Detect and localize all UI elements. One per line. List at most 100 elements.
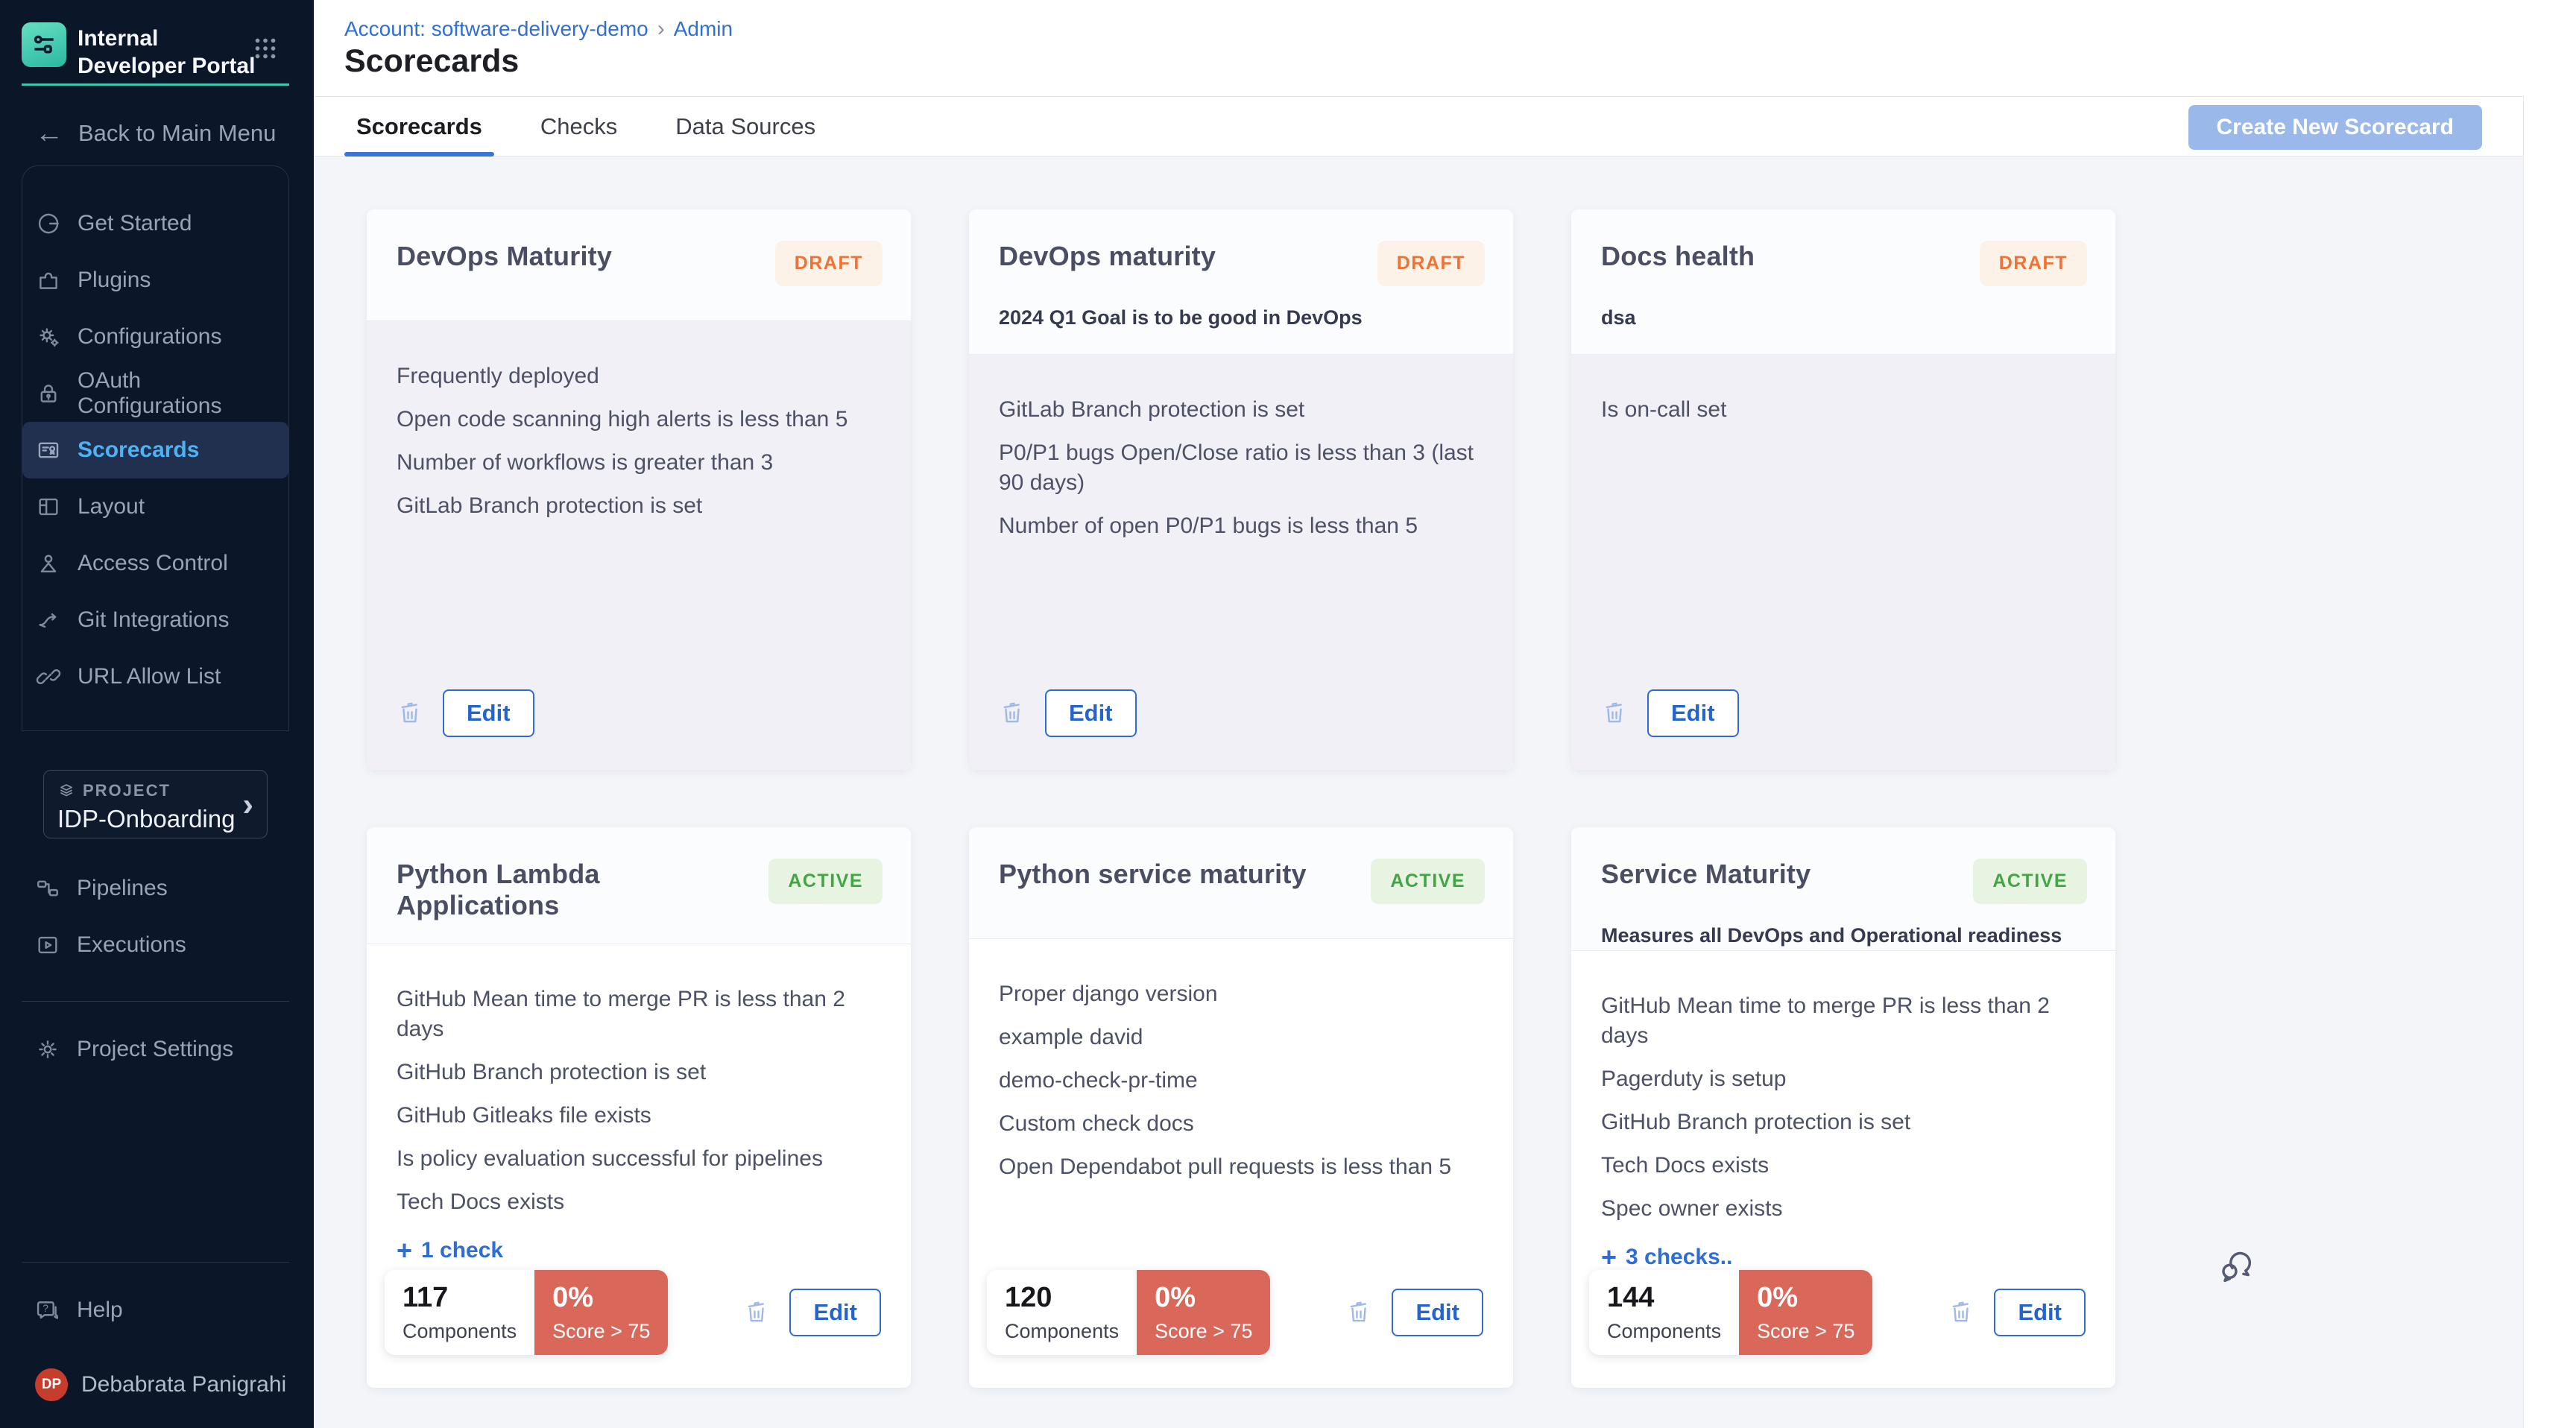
tab-scorecards[interactable]: Scorecards xyxy=(344,97,494,157)
scorecard-card-docs-health: Docs health DRAFT dsa Is on-call set Edi… xyxy=(1571,209,2115,770)
delete-icon[interactable] xyxy=(1948,1298,1974,1327)
components-label: Components xyxy=(1607,1320,1722,1342)
sidebar-item-scorecards[interactable]: Scorecards xyxy=(22,422,288,478)
svg-text:?: ? xyxy=(42,1303,48,1314)
app-grid-icon[interactable] xyxy=(252,35,279,62)
sidebar-divider xyxy=(22,1262,289,1263)
scorecard-card-python-service-maturity: Python service maturity ACTIVE Proper dj… xyxy=(969,827,1513,1388)
sidebar-item-help[interactable]: ? Help xyxy=(22,1282,289,1339)
project-name: IDP-Onboarding xyxy=(57,805,236,833)
more-checks-label: 1 check xyxy=(421,1238,504,1263)
main-area: Account: software-delivery-demo › Admin … xyxy=(314,0,2576,1428)
check-item: GitHub Mean time to merge PR is less tha… xyxy=(1601,993,2050,1048)
scorecard-title: Python Lambda Applications xyxy=(397,859,600,920)
tab-data-sources[interactable]: Data Sources xyxy=(675,113,816,139)
check-item: Tech Docs exists xyxy=(397,1190,565,1214)
breadcrumb: Account: software-delivery-demo › Admin xyxy=(344,16,733,42)
scorecard-card-devops-maturity: DevOps Maturity DRAFT Frequently deploye… xyxy=(367,209,911,770)
delete-icon[interactable] xyxy=(999,698,1026,728)
sidebar-item-configurations[interactable]: Configurations xyxy=(22,309,288,365)
sidebar-item-oauth-configurations[interactable]: OAuth Configurations xyxy=(22,365,288,422)
sidebar-item-layout[interactable]: Layout xyxy=(22,478,288,535)
expand-checks-link[interactable]: + 1 check xyxy=(397,1237,881,1264)
link-icon xyxy=(36,664,61,689)
tab-bar: Scorecards Checks Data Sources Create Ne… xyxy=(314,96,2523,157)
lock-icon xyxy=(36,381,61,406)
score-value: 0% xyxy=(1757,1282,1799,1313)
layers-icon xyxy=(57,782,75,800)
more-checks-label: 3 checks.. xyxy=(1626,1245,1733,1269)
sidebar-divider xyxy=(22,1001,289,1002)
score-badge: 0% Score > 75 xyxy=(534,1270,669,1355)
help-chat-icon: ? xyxy=(35,1298,60,1323)
user-menu[interactable]: DP Debabrata Panigrahi xyxy=(35,1368,286,1401)
scorecard-title: DevOps Maturity xyxy=(397,241,613,271)
sidebar-item-executions[interactable]: Executions xyxy=(22,917,289,973)
score-label: Score > 75 xyxy=(1155,1320,1253,1342)
scorecards-content: DevOps Maturity DRAFT Frequently deploye… xyxy=(314,157,2523,1428)
delete-icon[interactable] xyxy=(1345,1298,1372,1327)
check-item: Frequently deployed xyxy=(397,364,599,388)
arrow-left-icon: ← xyxy=(35,118,63,149)
idp-logo-icon xyxy=(22,22,66,67)
scorecard-card-service-maturity: Service Maturity ACTIVE Measures all Dev… xyxy=(1571,827,2115,1388)
components-label: Components xyxy=(402,1320,517,1342)
edit-button[interactable]: Edit xyxy=(1392,1289,1483,1336)
status-badge: ACTIVE xyxy=(1371,859,1485,904)
delete-icon[interactable] xyxy=(1601,698,1628,728)
components-count: 117 xyxy=(402,1282,449,1313)
sidebar-item-pipelines[interactable]: Pipelines xyxy=(22,860,289,917)
components-count: 144 xyxy=(1607,1282,1655,1313)
support-chat-icon[interactable] xyxy=(2217,1246,2256,1285)
components-count: 120 xyxy=(1005,1282,1052,1313)
avatar: DP xyxy=(35,1368,68,1401)
chevron-right-icon: › xyxy=(242,786,253,823)
score-summary: 117 Components 0% Score > 75 xyxy=(385,1270,669,1355)
create-new-scorecard-button[interactable]: Create New Scorecard xyxy=(2188,105,2482,150)
sidebar-item-plugins[interactable]: Plugins xyxy=(22,252,288,309)
play-square-icon xyxy=(35,932,60,958)
layout-icon xyxy=(36,494,61,519)
score-summary: 120 Components 0% Score > 75 xyxy=(987,1270,1271,1355)
sidebar-item-url-allow-list[interactable]: URL Allow List xyxy=(22,648,288,705)
plus-icon: + xyxy=(1601,1242,1617,1272)
components-label: Components xyxy=(1005,1320,1120,1342)
sidebar-item-project-settings[interactable]: Project Settings xyxy=(22,1021,289,1078)
delete-icon[interactable] xyxy=(397,698,423,728)
check-item: Is on-call set xyxy=(1601,397,1727,422)
tab-checks[interactable]: Checks xyxy=(540,113,618,139)
project-selector[interactable]: PROJECT IDP-Onboarding › xyxy=(43,770,268,838)
breadcrumb-admin-link[interactable]: Admin xyxy=(673,17,733,40)
check-item: GitHub Mean time to merge PR is less tha… xyxy=(397,987,845,1041)
scorecard-card-python-lambda-applications: Python Lambda Applications ACTIVE GitHub… xyxy=(367,827,911,1388)
edit-button[interactable]: Edit xyxy=(1045,689,1137,737)
scorecard-title: DevOps maturity xyxy=(999,241,1216,271)
git-branch-icon xyxy=(36,607,61,633)
expand-checks-link[interactable]: + 3 checks.. xyxy=(1601,1242,2086,1272)
sidebar-item-get-started[interactable]: Get Started xyxy=(22,195,288,252)
check-item: GitHub Branch protection is set xyxy=(1601,1110,1911,1134)
gear-icon xyxy=(35,1037,60,1062)
breadcrumb-account-link[interactable]: Account: software-delivery-demo xyxy=(344,17,648,40)
status-badge: DRAFT xyxy=(1377,241,1485,286)
back-to-main-menu[interactable]: ← Back to Main Menu xyxy=(35,118,277,149)
check-item: P0/P1 bugs Open/Close ratio is less than… xyxy=(999,440,1474,495)
sidebar-item-git-integrations[interactable]: Git Integrations xyxy=(22,592,288,648)
edit-button[interactable]: Edit xyxy=(1994,1289,2086,1336)
sidebar-item-access-control[interactable]: Access Control xyxy=(22,535,288,592)
scorecard-icon xyxy=(36,437,61,463)
check-item: GitLab Branch protection is set xyxy=(397,493,703,518)
check-item: demo-check-pr-time xyxy=(999,1068,1198,1093)
edit-button[interactable]: Edit xyxy=(1647,689,1739,737)
edit-button[interactable]: Edit xyxy=(443,689,534,737)
scorecard-title: Service Maturity xyxy=(1601,859,1811,889)
check-item: Open code scanning high alerts is less t… xyxy=(397,407,848,432)
scorecard-description: 2024 Q1 Goal is to be good in DevOps xyxy=(999,306,1363,329)
delete-icon[interactable] xyxy=(743,1298,770,1327)
scroll-gutter[interactable] xyxy=(2523,95,2576,1428)
scorecard-description: dsa xyxy=(1601,306,1636,329)
brand-divider xyxy=(22,83,289,86)
edit-button[interactable]: Edit xyxy=(789,1289,881,1336)
score-label: Score > 75 xyxy=(1757,1320,1855,1342)
